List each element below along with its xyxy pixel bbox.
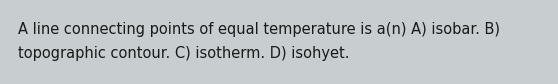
Text: A line connecting points of equal temperature is a(n) A) isobar. B): A line connecting points of equal temper… (18, 22, 500, 37)
Text: topographic contour. C) isotherm. D) isohyet.: topographic contour. C) isotherm. D) iso… (18, 46, 349, 61)
